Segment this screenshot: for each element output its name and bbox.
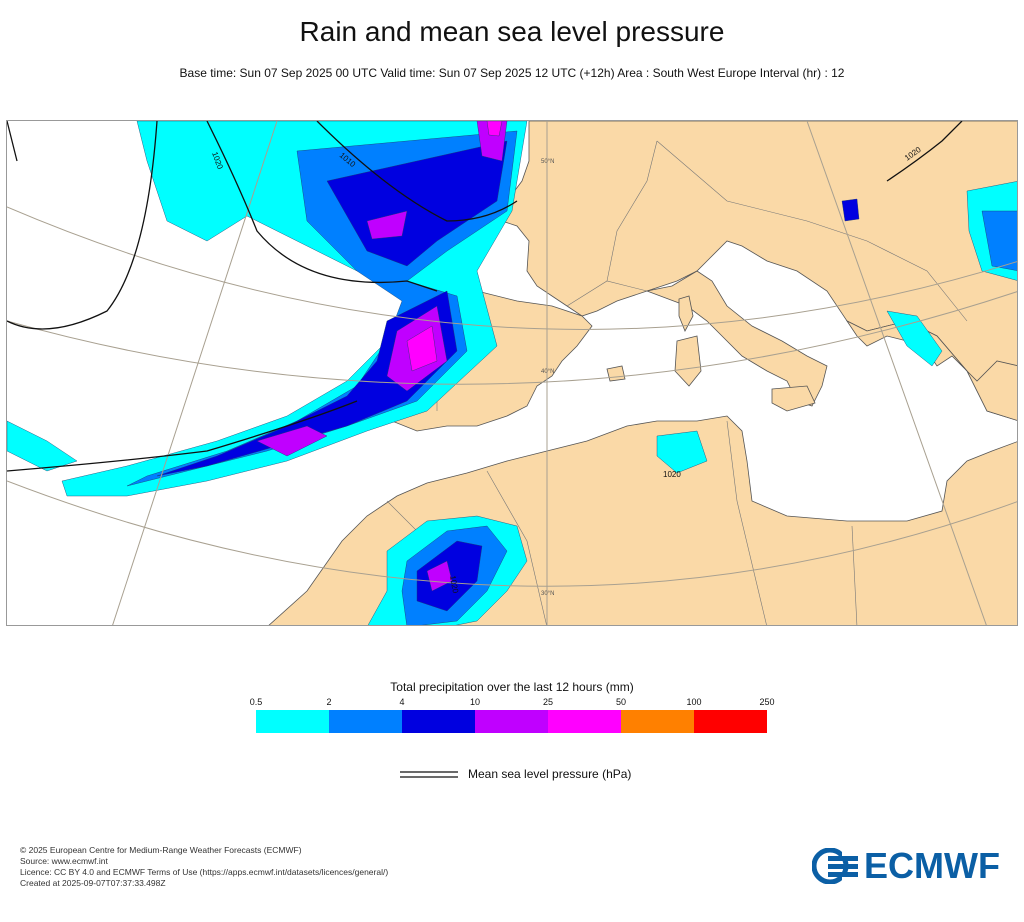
footer-source: Source: www.ecmwf.int (20, 856, 108, 866)
isobar-label-4: 1020 (663, 470, 681, 479)
legend-ticks: 0.5 2 4 10 25 50 100 250 (250, 697, 775, 709)
legend-tick: 2 (326, 697, 332, 707)
footer-licence: Licence: CC BY 4.0 and ECMWF Terms of Us… (20, 867, 389, 877)
legend-swatch (402, 710, 475, 733)
isobar-label-5: 1020 (448, 575, 460, 595)
legend-swatch (329, 710, 402, 733)
precip-core-purple-5 (426, 560, 453, 592)
footer-copyright: © 2025 European Centre for Medium-Range … (20, 845, 302, 855)
legend-swatch (548, 710, 621, 733)
precip-blob-greece-light (886, 310, 943, 367)
legend-swatch (621, 710, 694, 733)
land-italy (645, 270, 828, 407)
footer-created: Created at 2025-09-07T07:37:33.498Z (20, 878, 166, 888)
graticule-label-30n: 30°N (541, 591, 554, 597)
chart-title: Rain and mean sea level pressure (299, 16, 725, 47)
legend-swatch (256, 710, 329, 733)
land-sardinia (674, 335, 702, 387)
land-sicily (771, 385, 816, 412)
legend-colorbar (256, 710, 767, 733)
graticule (7, 121, 1017, 625)
mslp-legend-label: Mean sea level pressure (hPa) (468, 767, 632, 781)
precip-layer (7, 121, 1017, 625)
weather-map: 50°N 40°N 30°N 1020 1010 1020 1020 1020 (6, 120, 1018, 626)
ecmwf-logo: ECMWF (812, 844, 1007, 888)
land-corsica (678, 295, 694, 332)
ecmwf-logo-text: ECMWF (864, 845, 1000, 886)
legend-tick: 50 (615, 697, 627, 707)
chart-subtitle: Base time: Sun 07 Sep 2025 00 UTC Valid … (179, 66, 845, 80)
legend-tick: 250 (759, 697, 775, 707)
legend-tick: 10 (469, 697, 481, 707)
isobars (7, 121, 963, 472)
precip-band-heavy (156, 140, 508, 477)
graticule-labels: 50°N 40°N 30°N (541, 159, 554, 597)
precip-core-purple-1 (366, 210, 408, 240)
graticule-label-40n: 40°N (541, 369, 554, 375)
precip-band-light-w (7, 420, 78, 472)
mslp-legend-line (400, 771, 458, 778)
precip-core-purple-3 (256, 425, 328, 457)
map-canvas: 50°N 40°N 30°N 1020 1010 1020 1020 1020 (7, 121, 1017, 625)
precip-blob-east-medium (981, 210, 1017, 271)
precip-core-magenta-2 (486, 121, 503, 137)
legend-swatch (694, 710, 767, 733)
land-mallorca (606, 365, 626, 382)
legend-tick: 4 (399, 697, 405, 707)
precip-blob-romania-heavy (841, 198, 860, 222)
footer-credits: © 2025 European Centre for Medium-Range … (20, 845, 388, 889)
legend-swatch (475, 710, 548, 733)
precip-core-magenta-1 (406, 325, 438, 372)
legend-tick: 25 (542, 697, 554, 707)
precip-blob-tunisia-light (656, 430, 708, 474)
land-north-africa (268, 415, 1017, 625)
legend-title: Total precipitation over the last 12 hou… (390, 680, 634, 694)
legend-tick: 0.5 (249, 697, 263, 707)
ecmwf-logo-icon (812, 848, 858, 884)
legend-tick: 100 (686, 697, 702, 707)
graticule-label-50n: 50°N (541, 159, 554, 165)
